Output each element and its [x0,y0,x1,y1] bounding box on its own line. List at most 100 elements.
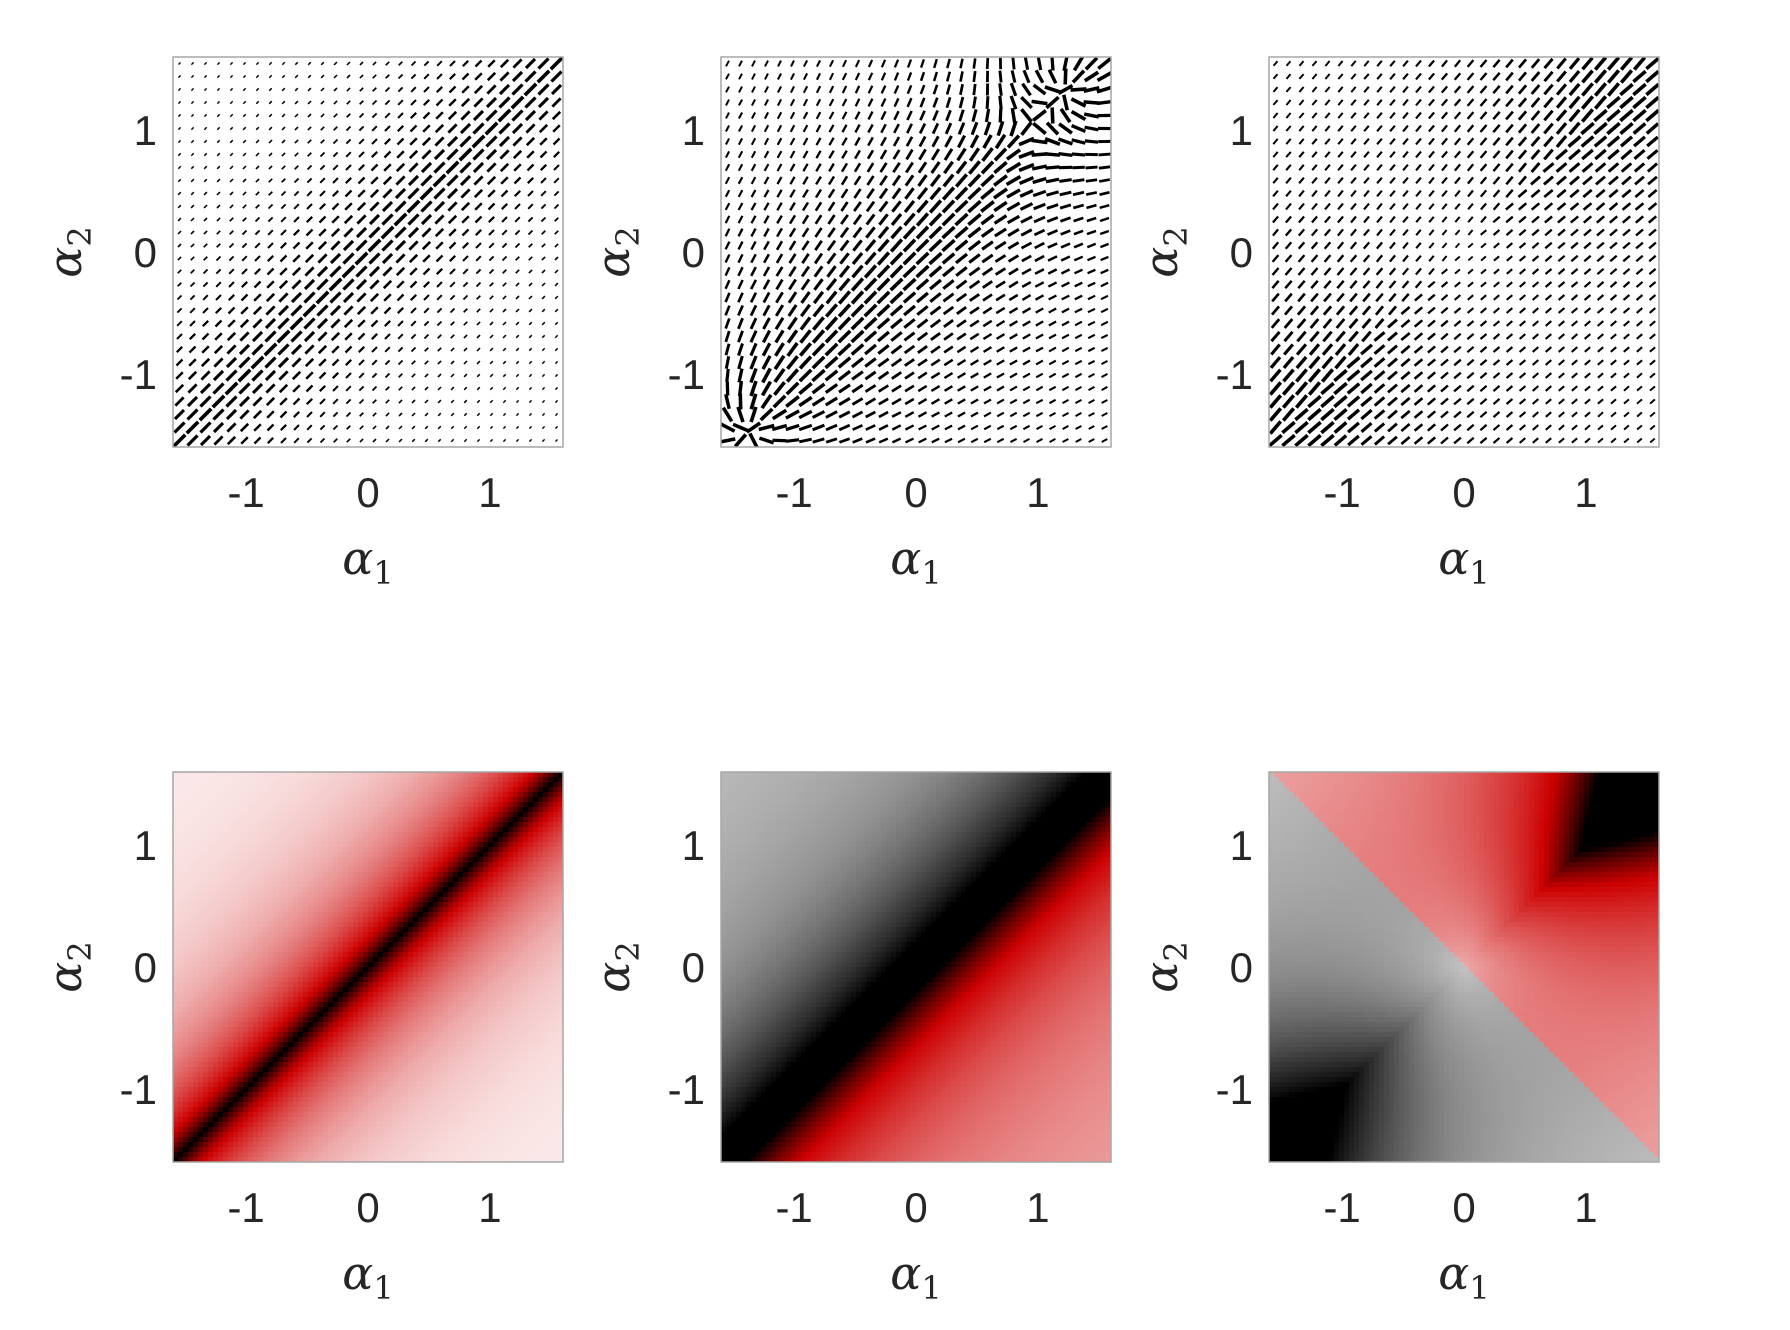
quiver-arrow [1009,359,1018,366]
quiver-arrow [216,204,221,209]
heatmap-cell [528,847,534,853]
quiver-arrow [1571,398,1578,405]
quiver-arrow [433,161,446,174]
quiver-arrow [1505,84,1514,95]
quiver-arrow [968,279,981,290]
heatmap-cell [338,797,344,803]
heatmap-cell [403,807,409,813]
heatmap-cell [193,817,199,823]
quiver-arrow [229,61,234,66]
heatmap-cell [373,802,379,808]
quiver-arrow [1070,97,1087,108]
heatmap-cell [553,827,559,833]
heatmap-cell [478,847,484,853]
heatmap-cell [318,807,324,813]
heatmap-cell [393,907,399,913]
quiver-arrow [306,190,313,197]
quiver-arrow [367,238,382,253]
quiver-arrow [437,347,442,352]
y-tick-label: 0 [682,229,705,276]
quiver-arrow [1426,358,1437,367]
heatmap-cell [548,867,554,873]
heatmap-cell [183,857,189,863]
heatmap-cell [228,857,234,863]
quiver-arrow [1363,138,1370,145]
quiver-arrow [1021,294,1032,301]
quiver-arrow [968,160,981,175]
heatmap-cell [433,867,439,873]
quiver-arrow [1070,87,1087,92]
heatmap-cell [203,812,209,818]
heatmap-cell [458,777,464,783]
quiver-arrow [750,266,757,277]
heatmap-cell [318,817,324,823]
quiver-arrow [851,264,864,279]
heatmap-cell [253,792,259,798]
heatmap-cell [353,792,359,798]
quiver-arrow [1427,332,1436,341]
quiver-arrow [229,230,234,235]
heatmap-cell [233,802,239,808]
quiver-arrow [1505,162,1514,173]
quiver-arrow [1388,280,1397,289]
quiver-arrow [1362,254,1371,263]
quiver-arrow [397,86,404,93]
quiver-arrow [944,411,953,418]
quiver-arrow [1023,437,1030,444]
heatmap-cell [533,872,539,878]
quiver-arrow [264,356,277,369]
heatmap-cell [388,837,394,843]
quiver-arrow [463,399,468,404]
heatmap-cell [373,912,379,918]
heatmap-cell [358,812,364,818]
heatmap-cell [468,872,474,878]
heatmap-cell [198,802,204,808]
quiver-arrow [281,178,286,183]
heatmap-cell [333,827,339,833]
quiver-arrow [203,152,208,157]
heatmap-cell [208,862,214,868]
quiver-arrow [1479,320,1488,327]
quiver-arrow [1061,281,1070,288]
heatmap-cell [378,842,384,848]
heatmap-cell [228,907,234,913]
heatmap-cell [533,822,539,828]
quiver-arrow [462,255,469,262]
quiver-arrow [423,99,430,106]
heatmap-cell [448,892,454,898]
heatmap-cell [238,857,244,863]
quiver-arrow [837,316,852,331]
heatmap-cell [253,882,259,888]
heatmap-cell [508,777,514,783]
quiver-arrow [384,320,391,327]
heatmap-cell [173,797,179,803]
heatmap-cell [273,867,279,873]
heatmap-cell [493,892,499,898]
heatmap-cell [288,792,294,798]
quiver-arrow [1373,344,1386,355]
heatmap-cell [493,912,499,918]
quiver-arrow [461,72,470,81]
heatmap-cell [373,877,379,883]
quiver-arrow [190,100,195,105]
quiver-arrow [1402,73,1409,80]
heatmap-cell [383,777,389,783]
heatmap-cell [173,802,179,808]
quiver-arrow [1269,394,1283,409]
quiver-arrow [1492,189,1501,198]
heatmap-cell [543,897,549,903]
quiver-arrow [982,306,993,315]
heatmap-cell [553,842,559,848]
quiver-arrow [1492,123,1501,134]
quiver-arrow [737,137,744,146]
quiver-arrow [303,278,316,291]
heatmap-cell [398,842,404,848]
heatmap-cell [208,857,214,863]
heatmap-cell [188,882,194,888]
quiver-arrow [541,373,546,378]
quiver-arrow [1466,98,1475,107]
quiver-arrow [307,126,312,131]
quiver-arrow [980,213,995,226]
quiver-arrow [1428,72,1435,81]
quiver-arrow [1606,95,1621,110]
